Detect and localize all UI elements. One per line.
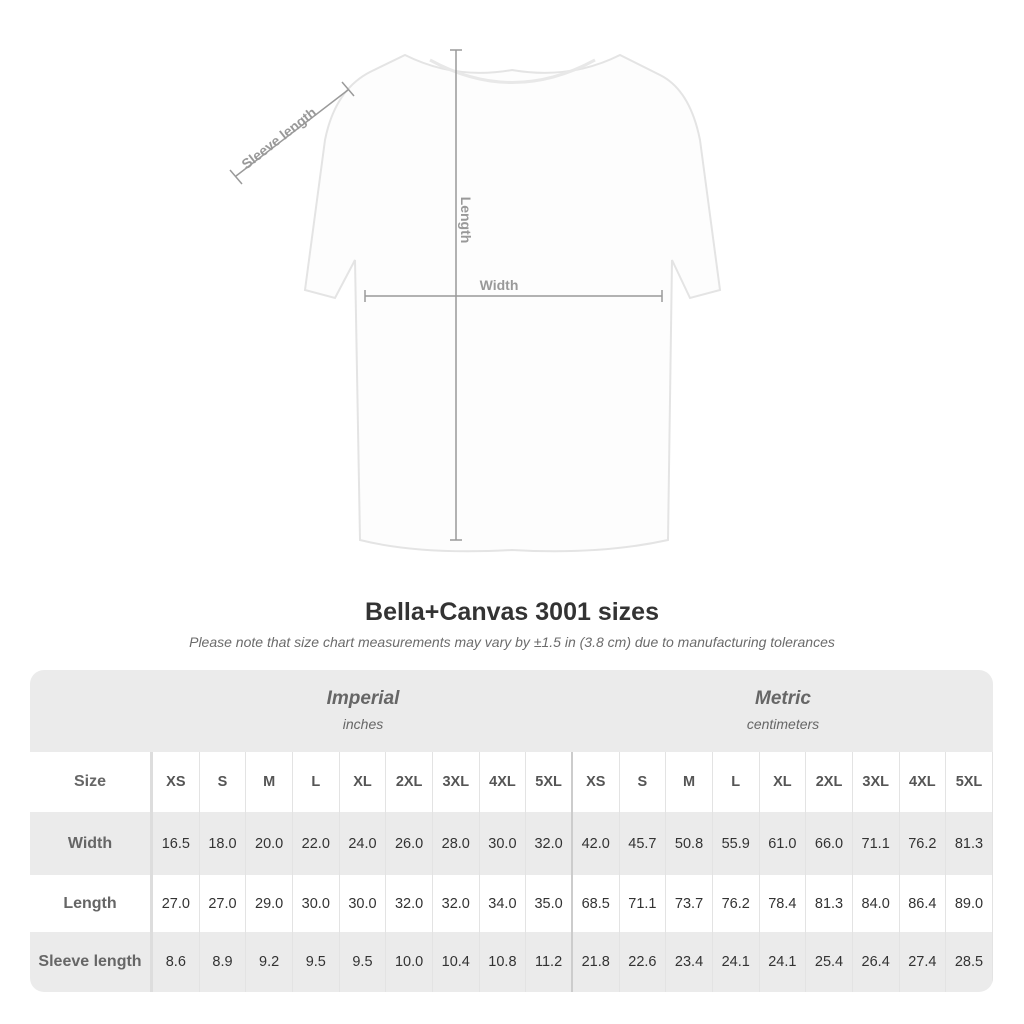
size-cell: S xyxy=(200,752,247,812)
metric-group: Metric centimeters xyxy=(573,688,993,732)
size-cell: 4XL xyxy=(900,752,947,812)
value-cell: 24.1 xyxy=(713,932,760,992)
value-cell: 30.0 xyxy=(340,875,387,932)
size-cell: XS xyxy=(573,752,620,812)
size-cell: 5XL xyxy=(946,752,993,812)
value-cell: 28.0 xyxy=(433,812,480,875)
size-cell: XS xyxy=(153,752,200,812)
size-cell: 4XL xyxy=(480,752,527,812)
value-cell: 50.8 xyxy=(666,812,713,875)
width-label: Width xyxy=(480,277,519,293)
value-cell: 73.7 xyxy=(666,875,713,932)
value-cell: 32.0 xyxy=(386,875,433,932)
value-cell: 24.0 xyxy=(340,812,387,875)
value-cell: 24.1 xyxy=(760,932,807,992)
value-cell: 76.2 xyxy=(713,875,760,932)
size-cell: 2XL xyxy=(386,752,433,812)
value-cell: 22.6 xyxy=(620,932,667,992)
table-row: Width 16.5 18.0 20.0 22.0 24.0 26.0 28.0 30.0 32.… xyxy=(30,812,993,875)
value-cell: 9.5 xyxy=(293,932,340,992)
row-label: Size xyxy=(30,752,153,812)
value-cell: 9.5 xyxy=(340,932,387,992)
imperial-unit: inches xyxy=(342,716,384,732)
value-cell: 27.0 xyxy=(153,875,200,932)
size-cell: 5XL xyxy=(526,752,573,812)
value-cell: 21.8 xyxy=(573,932,620,992)
value-cell: 61.0 xyxy=(760,812,807,875)
size-cell: 2XL xyxy=(806,752,853,812)
imperial-group: Imperial inches xyxy=(153,688,573,732)
length-label: Length xyxy=(458,197,474,244)
value-cell: 30.0 xyxy=(480,812,527,875)
metric-unit: centimeters xyxy=(746,716,820,732)
value-cell: 30.0 xyxy=(293,875,340,932)
row-label: Length xyxy=(30,875,153,932)
value-cell: 55.9 xyxy=(713,812,760,875)
value-cell: 81.3 xyxy=(946,812,993,875)
measure-lines xyxy=(229,49,663,541)
chart-title: Bella+Canvas 3001 sizes xyxy=(365,598,659,626)
size-cell: XL xyxy=(340,752,387,812)
value-cell: 28.5 xyxy=(946,932,993,992)
value-cell: 26.4 xyxy=(853,932,900,992)
value-cell: 16.5 xyxy=(153,812,200,875)
value-cell: 25.4 xyxy=(806,932,853,992)
value-cell: 10.0 xyxy=(386,932,433,992)
size-cell: XL xyxy=(760,752,807,812)
imperial-title: Imperial xyxy=(326,688,400,709)
tshirt-image xyxy=(303,53,722,553)
value-cell: 84.0 xyxy=(853,875,900,932)
size-cell: 3XL xyxy=(433,752,480,812)
row-label: Sleeve length xyxy=(30,932,153,992)
value-cell: 27.0 xyxy=(200,875,247,932)
value-cell: 76.2 xyxy=(900,812,947,875)
value-cell: 35.0 xyxy=(526,875,573,932)
value-cell: 18.0 xyxy=(200,812,247,875)
size-header-row: Size XS S M L XL 2XL 3XL 4XL 5XL XS S M L XL 2XL 3XL 4XL 5… xyxy=(30,752,993,812)
value-cell: 78.4 xyxy=(760,875,807,932)
value-cell: 29.0 xyxy=(246,875,293,932)
table-header: Imperial inches Metric centimeters xyxy=(30,670,993,752)
value-cell: 27.4 xyxy=(900,932,947,992)
value-cell: 9.2 xyxy=(246,932,293,992)
size-cell: M xyxy=(666,752,713,812)
value-cell: 32.0 xyxy=(433,875,480,932)
tolerance-note: Please note that size chart measurements… xyxy=(189,634,835,650)
size-cell: M xyxy=(246,752,293,812)
value-cell: 68.5 xyxy=(573,875,620,932)
row-label: Width xyxy=(30,812,153,875)
value-cell: 34.0 xyxy=(480,875,527,932)
value-cell: 81.3 xyxy=(806,875,853,932)
value-cell: 10.8 xyxy=(480,932,527,992)
size-table: Imperial inches Metric centimeters Size X… xyxy=(30,670,993,992)
value-cell: 11.2 xyxy=(526,932,573,992)
table-row: Sleeve length 8.6 8.9 9.2 9.5 9.5 10.0 10.4 10.8… xyxy=(30,932,993,992)
size-cell: L xyxy=(293,752,340,812)
value-cell: 8.9 xyxy=(200,932,247,992)
size-cell: S xyxy=(620,752,667,812)
value-cell: 71.1 xyxy=(853,812,900,875)
value-cell: 10.4 xyxy=(433,932,480,992)
value-cell: 23.4 xyxy=(666,932,713,992)
value-cell: 86.4 xyxy=(900,875,947,932)
metric-title: Metric xyxy=(755,688,811,709)
tshirt-diagram: Sleeve length Length Width xyxy=(229,49,722,553)
value-cell: 89.0 xyxy=(946,875,993,932)
value-cell: 42.0 xyxy=(573,812,620,875)
value-cell: 45.7 xyxy=(620,812,667,875)
size-cell: 3XL xyxy=(853,752,900,812)
value-cell: 66.0 xyxy=(806,812,853,875)
value-cell: 22.0 xyxy=(293,812,340,875)
value-cell: 8.6 xyxy=(153,932,200,992)
value-cell: 26.0 xyxy=(386,812,433,875)
table-row: Length 27.0 27.0 29.0 30.0 30.0 32.0 32.0 34.0 35… xyxy=(30,875,993,932)
size-cell: L xyxy=(713,752,760,812)
value-cell: 20.0 xyxy=(246,812,293,875)
value-cell: 71.1 xyxy=(620,875,667,932)
value-cell: 32.0 xyxy=(526,812,573,875)
sleeve-length-label: Sleeve length xyxy=(238,104,319,172)
